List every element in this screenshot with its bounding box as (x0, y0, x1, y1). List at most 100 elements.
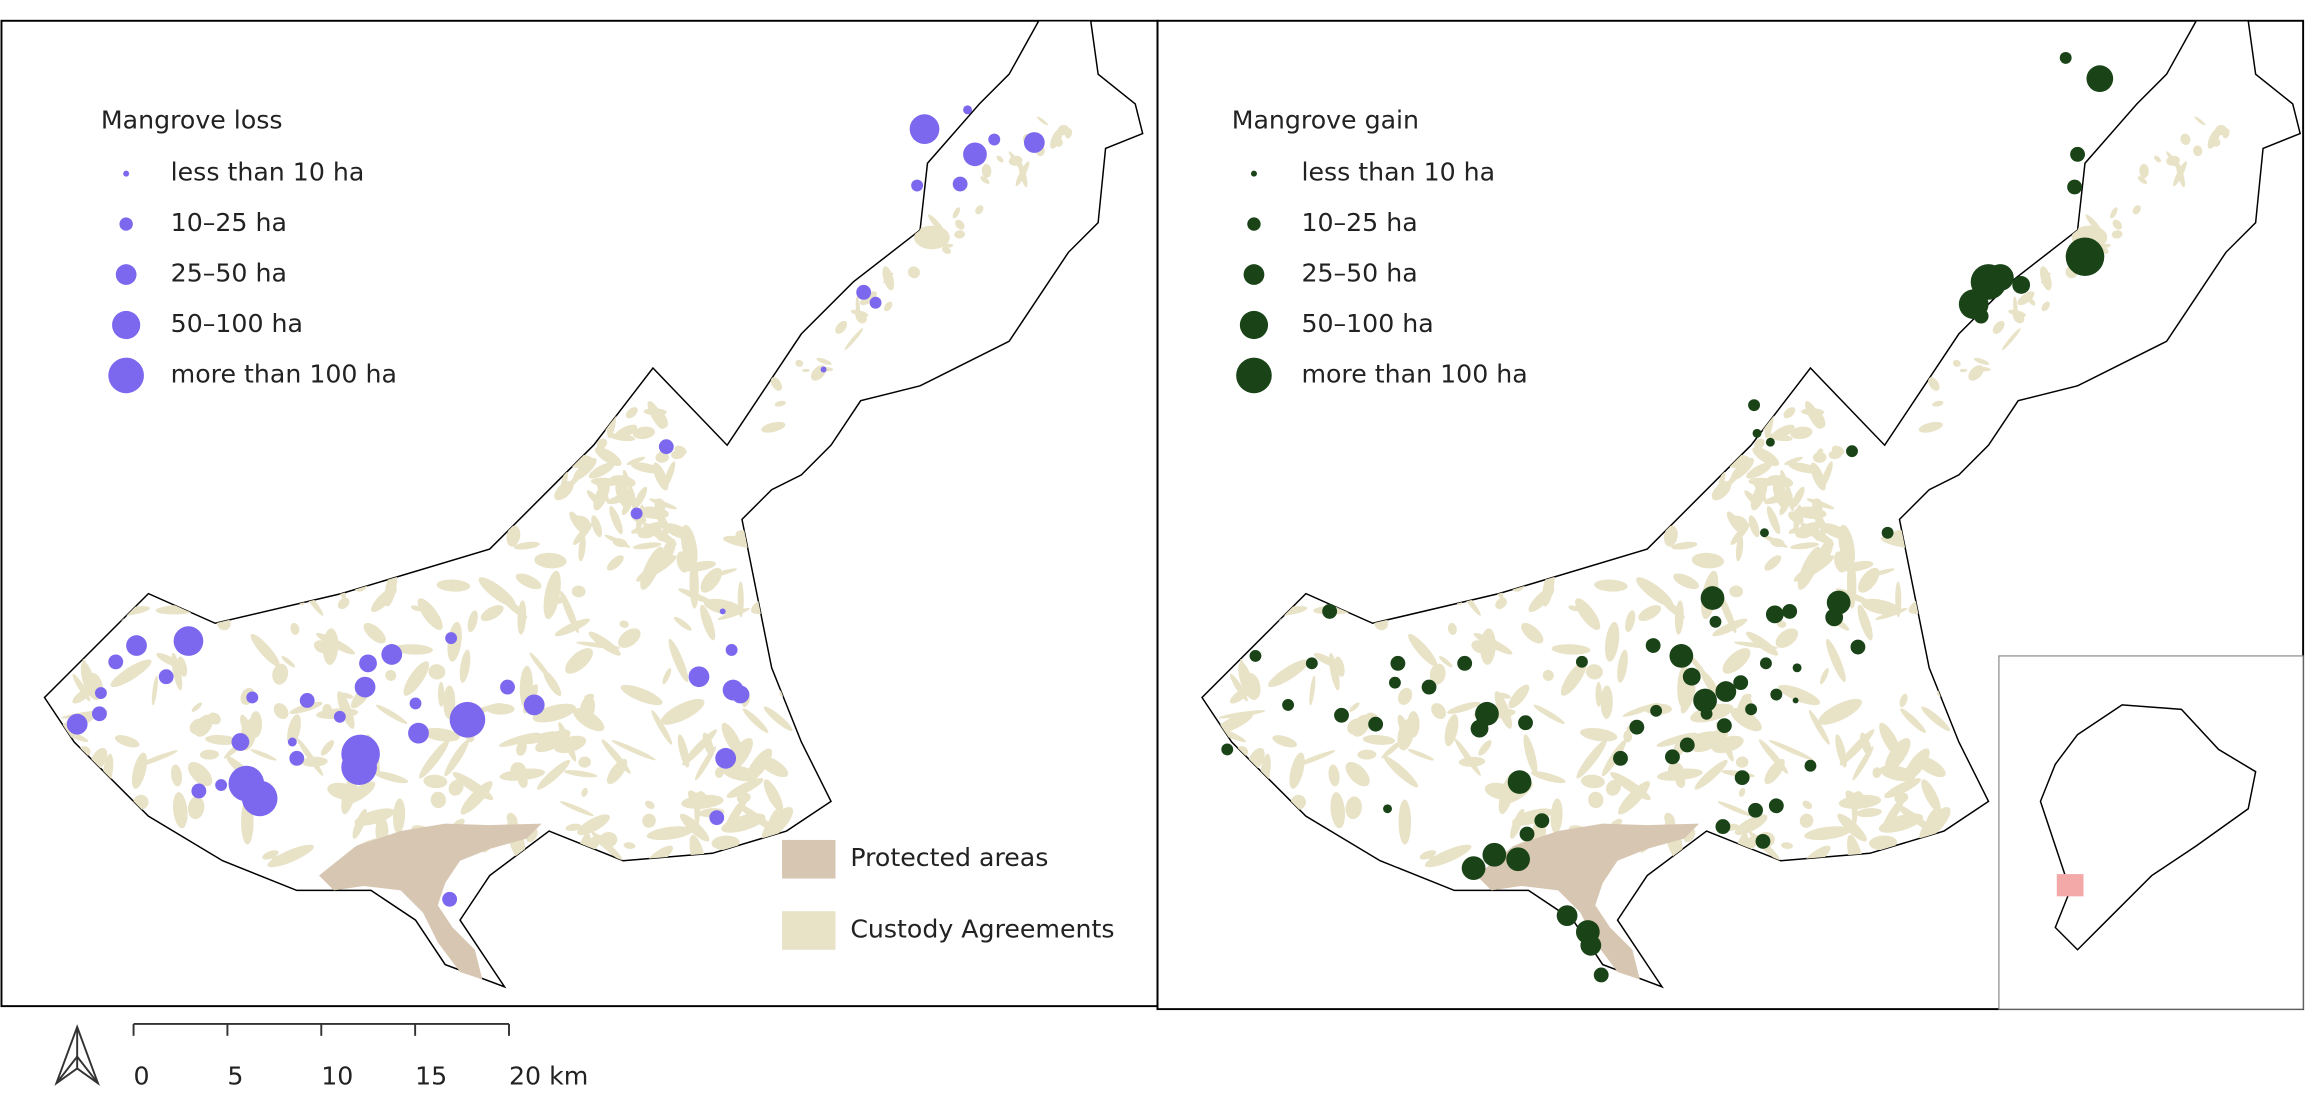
custody-area (1407, 527, 1427, 568)
custody-area (689, 559, 699, 609)
custody-area (1733, 641, 1778, 649)
custody-area (1766, 506, 1781, 535)
custody-area (1345, 796, 1362, 820)
custody-area (1733, 428, 1751, 447)
custody-area (952, 207, 961, 219)
legend-symbol (1236, 357, 1272, 394)
custody-area (606, 758, 628, 785)
custody-area (975, 205, 984, 215)
custody-area (1606, 779, 1621, 796)
custody-area (1480, 628, 1496, 665)
custody-area (618, 628, 641, 648)
gain-site (1645, 638, 1661, 653)
scale-label: 15 (415, 1061, 447, 1090)
custody-area (513, 541, 540, 550)
custody-area (1478, 740, 1492, 756)
legend-symbol (1243, 264, 1265, 285)
custody-area (337, 529, 359, 547)
custody-area (1788, 527, 1800, 534)
custody-area (78, 584, 107, 605)
custody-area (1771, 424, 1795, 440)
loss-site (66, 713, 88, 735)
custody-area (560, 801, 594, 817)
custody-area (438, 681, 445, 707)
loss-site (731, 685, 750, 704)
custody-area (1821, 523, 1850, 540)
custody-area (1918, 421, 1943, 433)
custody-area (2112, 219, 2123, 230)
custody-area (194, 714, 213, 737)
custody-area (981, 163, 992, 179)
custody-area (1812, 452, 1827, 463)
gain-site (1748, 802, 1763, 818)
custody-area (394, 644, 433, 655)
custody-area (573, 708, 605, 732)
custody-area (2041, 301, 2050, 312)
custody-area (1764, 758, 1785, 785)
gain-site (1650, 704, 1663, 717)
legend-label: less than 10 ha (171, 158, 365, 187)
loss-site (911, 179, 924, 192)
custody-area (1916, 841, 1926, 851)
custody-area (371, 586, 397, 613)
custody-area (593, 480, 610, 511)
legend-label: more than 100 ha (171, 359, 397, 388)
custody-area (543, 570, 561, 620)
custody-area (1223, 594, 1241, 622)
custody-area (1495, 529, 1517, 547)
gain-site (1461, 856, 1486, 881)
custody-area (1817, 528, 1826, 539)
custody-area (537, 759, 571, 790)
custody-area (1794, 506, 1827, 519)
custody-area (1447, 622, 1457, 635)
custody-area (651, 710, 673, 745)
custody-area (1712, 618, 1748, 637)
loss-site (408, 722, 429, 744)
custody-area (630, 462, 662, 474)
loss-site (445, 632, 458, 645)
custody-area (1015, 161, 1030, 187)
custody-area (1694, 759, 1728, 790)
inset-highlight (2056, 874, 2084, 897)
loss-site (289, 750, 305, 766)
custody-area (1879, 722, 1901, 757)
custody-area (188, 761, 213, 787)
loss-site (856, 284, 872, 300)
custody-area (742, 708, 769, 733)
gain-site (2070, 146, 2085, 162)
custody-area (757, 553, 792, 581)
custody-area (2153, 155, 2162, 163)
loss-site (442, 891, 458, 907)
custody-area (1992, 320, 2005, 334)
custody-area (1671, 541, 1698, 550)
custody-area (1622, 703, 1659, 717)
gain-site (1518, 715, 1533, 731)
custody-area (80, 575, 93, 582)
custody-area (1407, 749, 1435, 761)
gain-site (1282, 698, 1295, 711)
custody-area (2173, 161, 2187, 187)
custody-area (763, 706, 793, 732)
custody-area (577, 814, 610, 836)
custody-area (598, 831, 618, 849)
custody-area (1775, 628, 1799, 648)
custody-area (647, 401, 665, 430)
gain-site (1846, 445, 1858, 458)
custody-area (272, 663, 289, 685)
gain-site (1390, 655, 1406, 671)
custody-area (373, 771, 409, 784)
custody-area (668, 638, 689, 682)
custody-area (249, 711, 263, 738)
custody-area (1764, 555, 1782, 571)
custody-area (1008, 151, 1025, 173)
custody-area (516, 740, 527, 756)
legend-label: 10–25 ha (1301, 208, 1417, 237)
gain-site (1782, 603, 1798, 619)
custody-area (2193, 145, 2203, 157)
gain-site (1669, 644, 1694, 668)
gain-site (1470, 719, 1489, 738)
gain-site (1322, 603, 1338, 619)
gain-site (1973, 308, 1989, 324)
custody-area (1818, 698, 1862, 725)
custody-area (548, 848, 562, 861)
